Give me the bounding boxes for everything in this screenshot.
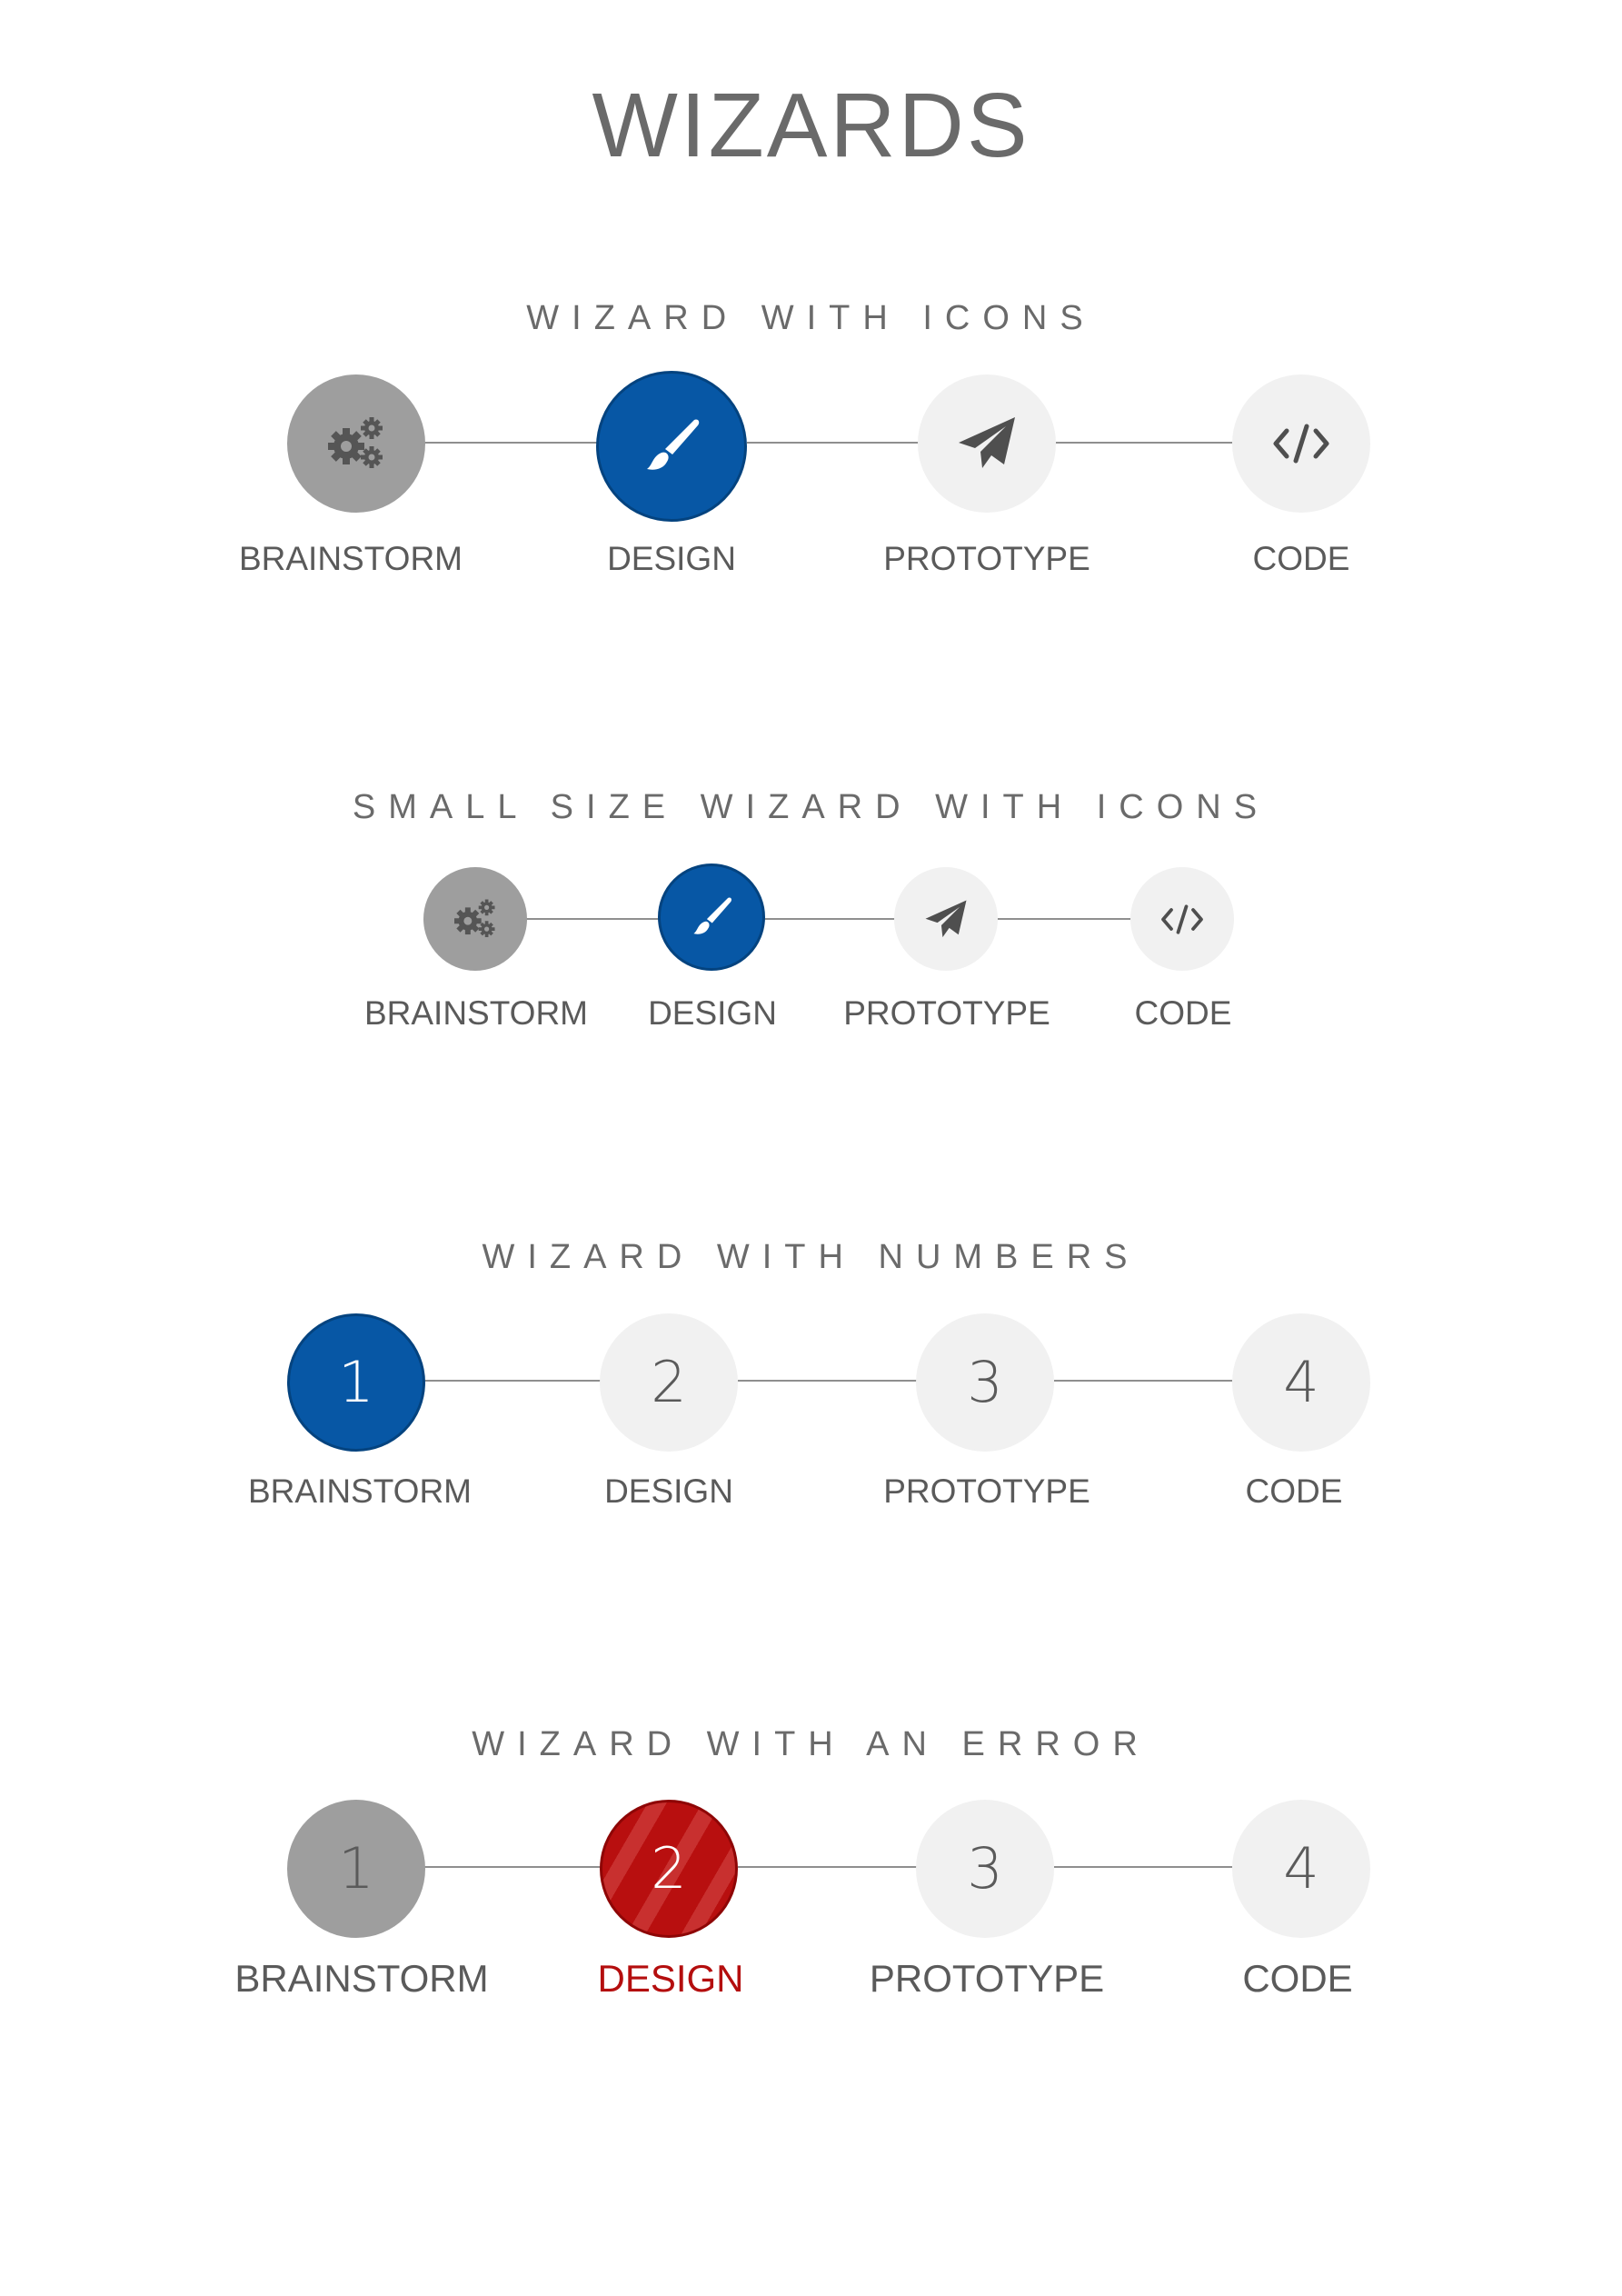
step-label: CODE <box>1134 994 1232 1032</box>
step-design[interactable]: 2 <box>600 1800 738 1938</box>
step-label: BRAINSTORM <box>363 994 588 1032</box>
step-brainstorm[interactable]: 1 <box>287 1313 425 1452</box>
step-label: DESIGN <box>648 994 777 1032</box>
step-brainstorm[interactable] <box>287 374 425 513</box>
step-code[interactable] <box>1232 374 1370 513</box>
step-label: CODE <box>1242 1957 1353 2000</box>
step-number: 4 <box>1283 1835 1319 1902</box>
connector <box>423 442 602 444</box>
step-number: 3 <box>967 1349 1003 1415</box>
page-title: WIZARDS <box>592 75 1030 176</box>
paintbrush-icon <box>690 895 733 939</box>
code-icon <box>1160 903 1204 934</box>
step-label: BRAINSTORM <box>238 540 463 577</box>
step-design[interactable]: 2 <box>600 1313 738 1452</box>
connector <box>1056 442 1232 444</box>
step-label: DESIGN <box>604 1472 733 1510</box>
code-icon <box>1272 424 1330 464</box>
step-label: PROTOTYPE <box>883 540 1090 577</box>
step-prototype[interactable]: 3 <box>916 1800 1054 1938</box>
connector <box>747 442 921 444</box>
connector <box>1054 1866 1232 1868</box>
step-label: CODE <box>1252 540 1350 577</box>
step-design[interactable] <box>658 863 765 971</box>
paper-plane-icon <box>957 415 1017 472</box>
step-prototype[interactable] <box>918 374 1056 513</box>
wizard-small-title: SMALL SIZE WIZARD WITH ICONS <box>352 788 1270 826</box>
wizard-numbers-title: WIZARD WITH NUMBERS <box>482 1238 1140 1276</box>
gears-icon <box>452 898 499 940</box>
wizard-error-title: WIZARD WITH AN ERROR <box>472 1725 1150 1763</box>
step-prototype[interactable] <box>894 867 998 971</box>
step-number: 1 <box>338 1349 374 1415</box>
step-label-error: DESIGN <box>597 1957 744 2000</box>
step-number: 1 <box>338 1835 374 1902</box>
connector <box>738 1380 918 1382</box>
step-number: 2 <box>651 1349 687 1415</box>
gears-icon <box>324 415 388 472</box>
step-code[interactable] <box>1130 867 1234 971</box>
connector <box>423 1866 602 1868</box>
step-prototype[interactable]: 3 <box>916 1313 1054 1452</box>
step-number: 4 <box>1283 1349 1319 1415</box>
step-code[interactable]: 4 <box>1232 1313 1370 1452</box>
step-code[interactable]: 4 <box>1232 1800 1370 1938</box>
connector <box>423 1380 602 1382</box>
step-label: PROTOTYPE <box>869 1957 1105 2000</box>
step-brainstorm[interactable]: 1 <box>287 1800 425 1938</box>
step-label: BRAINSTORM <box>234 1957 489 2000</box>
step-number: 2 <box>651 1835 687 1902</box>
connector <box>525 918 662 920</box>
step-number: 3 <box>967 1835 1003 1902</box>
connector <box>761 918 898 920</box>
step-label: PROTOTYPE <box>883 1472 1090 1510</box>
step-design[interactable] <box>596 371 747 522</box>
paper-plane-icon <box>924 899 968 940</box>
connector <box>738 1866 918 1868</box>
step-label: CODE <box>1245 1472 1343 1510</box>
connector <box>1054 1380 1232 1382</box>
wizard-icons-title: WIZARD WITH ICONS <box>526 299 1096 337</box>
paintbrush-icon <box>642 416 702 476</box>
step-label: BRAINSTORM <box>247 1472 472 1510</box>
step-label: DESIGN <box>607 540 736 577</box>
step-label: PROTOTYPE <box>843 994 1050 1032</box>
step-brainstorm[interactable] <box>423 867 527 971</box>
connector <box>998 918 1134 920</box>
